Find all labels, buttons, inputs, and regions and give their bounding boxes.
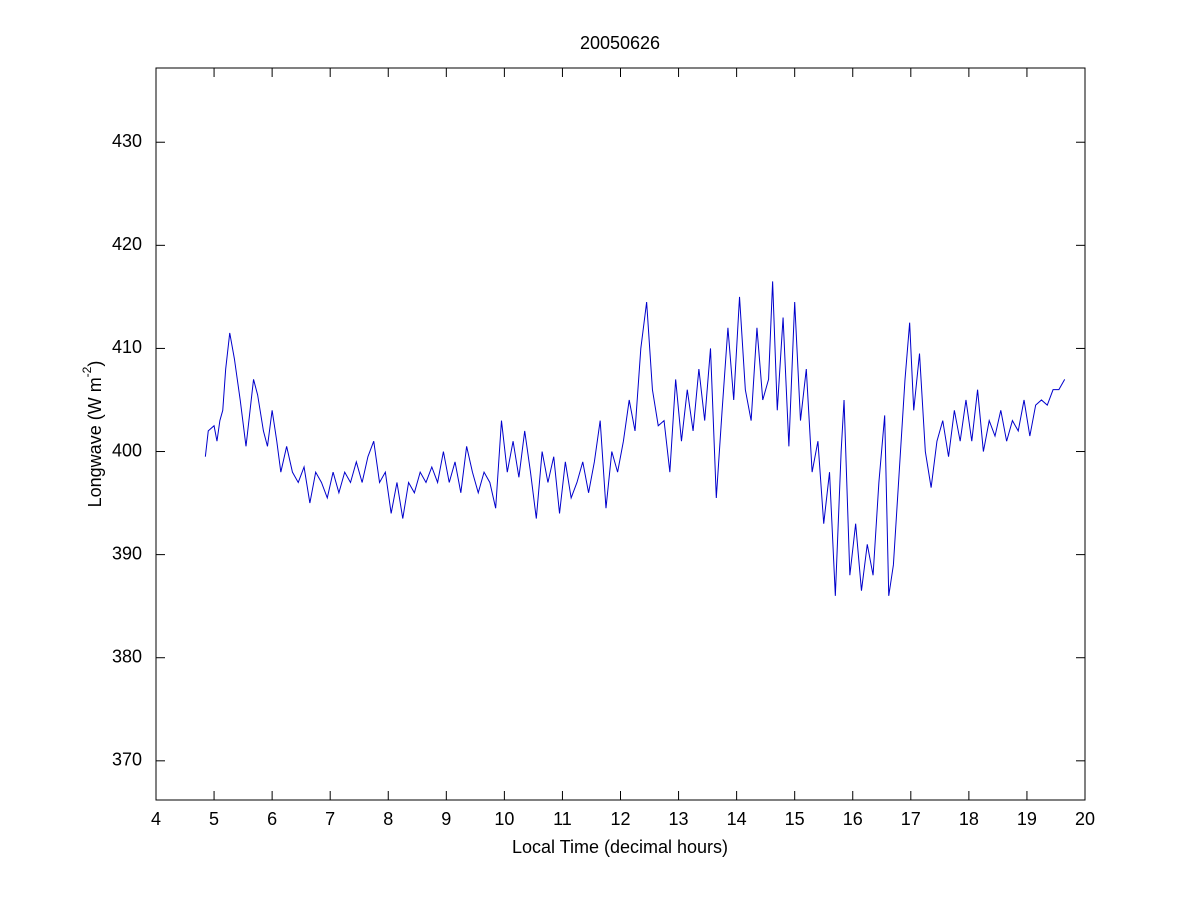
y-tick-label: 400 [112, 440, 142, 460]
x-tick-label: 9 [441, 809, 451, 829]
chart-title: 20050626 [580, 33, 660, 53]
data-line [204, 281, 1066, 596]
x-tick-label: 17 [901, 809, 921, 829]
x-tick-label: 8 [383, 809, 393, 829]
x-axis-label: Local Time (decimal hours) [512, 837, 728, 857]
x-tick-label: 11 [553, 809, 572, 829]
y-tick-label: 410 [112, 337, 142, 357]
y-tick-label: 430 [112, 131, 142, 151]
x-tick-label: 10 [494, 809, 514, 829]
x-tick-label: 19 [1017, 809, 1037, 829]
x-tick-label: 5 [209, 809, 219, 829]
x-tick-label: 7 [325, 809, 335, 829]
y-tick-label: 370 [112, 750, 142, 770]
plot-area [155, 67, 1086, 801]
y-axis-label-text: Longwave (W m [85, 377, 105, 507]
x-tick-label: 12 [610, 809, 630, 829]
y-axis-label-sup: -2 [80, 366, 94, 377]
x-tick-label: 15 [785, 809, 805, 829]
x-tick-label: 20 [1075, 809, 1095, 829]
x-tick-label: 6 [267, 809, 277, 829]
y-axis-label-end: ) [85, 361, 105, 367]
y-axis-label: Longwave (W m-2) [80, 361, 105, 508]
x-tick-label: 13 [669, 809, 689, 829]
y-tick-label: 420 [112, 234, 142, 254]
x-tick-label: 4 [151, 809, 161, 829]
x-tick-label: 18 [959, 809, 979, 829]
x-tick-label: 16 [843, 809, 863, 829]
x-tick-label: 14 [727, 809, 747, 829]
y-tick-label: 390 [112, 543, 142, 563]
y-tick-label: 380 [112, 646, 142, 666]
